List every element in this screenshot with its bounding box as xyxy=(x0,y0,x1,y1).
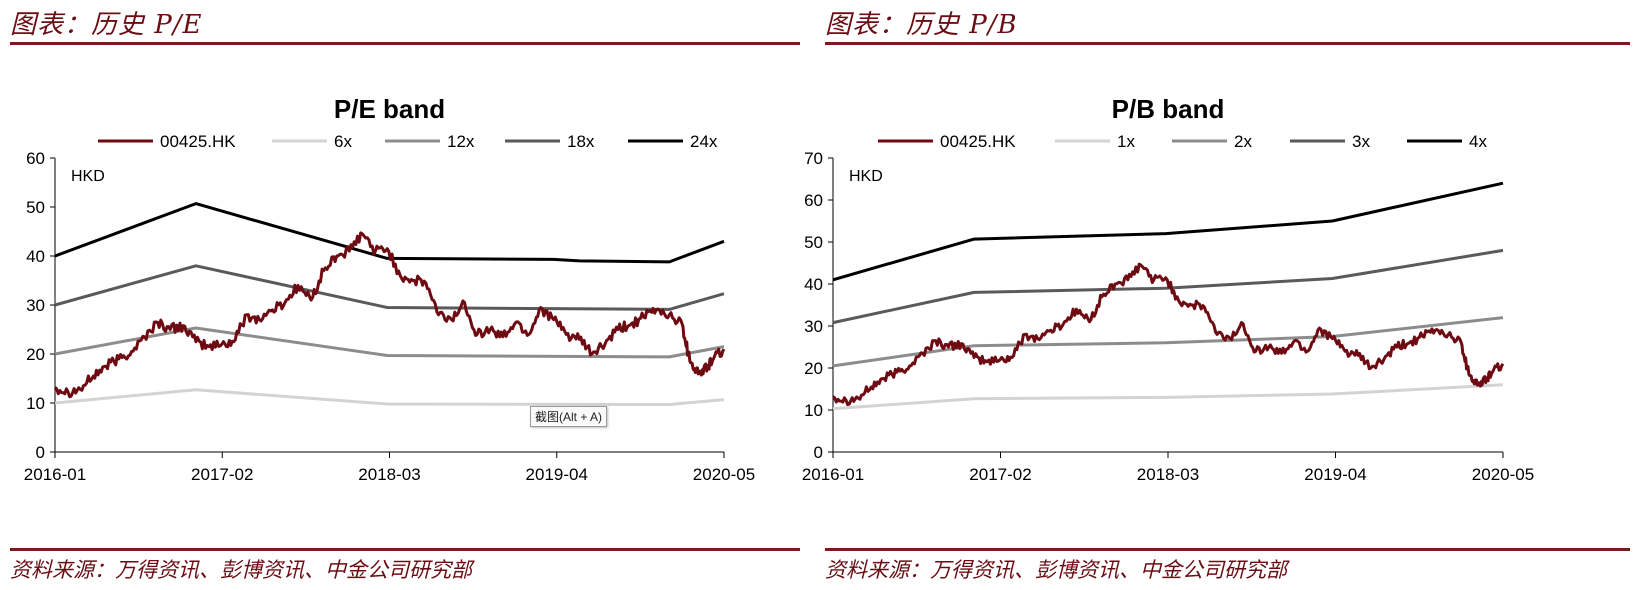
footer-rule xyxy=(825,548,1630,551)
x-tick-label: 2019-04 xyxy=(526,465,588,484)
band-line-6x xyxy=(54,388,725,406)
legend-item: 4x xyxy=(1407,132,1487,151)
x-tick-label: 2017-02 xyxy=(969,465,1031,484)
x-tick-label: 2016-01 xyxy=(24,465,86,484)
chart-title: P/B band xyxy=(1112,94,1225,124)
y-tick-label: 0 xyxy=(814,443,823,462)
y-tick-label: 70 xyxy=(804,149,823,168)
legend-label: 4x xyxy=(1469,132,1487,151)
unit-label: HKD xyxy=(849,168,883,185)
x-tick-label: 2017-02 xyxy=(191,465,253,484)
band-line-1x xyxy=(832,383,1504,411)
band-line-18x xyxy=(54,264,725,311)
legend-item: 6x xyxy=(272,132,352,151)
legend-label: 6x xyxy=(334,132,352,151)
legend-label: 24x xyxy=(690,132,718,151)
pb-band-chart: P/B band 00425.HK 1x 2x 3x 4x 0 10 20 30 40 50 60 70 2… xyxy=(802,94,1534,484)
legend-item: 24x xyxy=(628,132,718,151)
pb-panel: 图表：历史 P/B P/B band 00425.HK 1x 2x 3x 4x 0 10 20 3… xyxy=(802,0,1634,590)
y-tick-label: 50 xyxy=(26,198,45,217)
pb-header-title: 图表：历史 P/B xyxy=(825,10,1018,40)
pe-source-note: 资料来源：万得资讯、彭博资讯、中金公司研究部 xyxy=(10,558,472,582)
band-line-2x xyxy=(832,316,1504,368)
legend-item: 2x xyxy=(1172,132,1252,151)
band-line-3x xyxy=(832,248,1504,325)
x-tick-label: 2020-05 xyxy=(693,465,755,484)
legend-item: 00425.HK xyxy=(98,132,236,151)
pe-band-chart: P/E band 00425.HK 6x 12x 18x 24x 0 10 20 30 40 50 60… xyxy=(24,94,755,484)
legend-label: 3x xyxy=(1352,132,1370,151)
x-tick-label: 2018-03 xyxy=(358,465,420,484)
y-tick-label: 10 xyxy=(26,394,45,413)
y-tick-label: 30 xyxy=(26,296,45,315)
price-line-00425.HK xyxy=(832,262,1505,407)
x-tick-label: 2016-01 xyxy=(802,465,864,484)
price-line-00425.HK xyxy=(53,231,726,399)
pe-header-title: 图表：历史 P/E xyxy=(10,10,203,40)
x-tick-label: 2019-04 xyxy=(1304,465,1366,484)
legend-item: 3x xyxy=(1290,132,1370,151)
legend-label: 1x xyxy=(1117,132,1135,151)
y-tick-label: 40 xyxy=(804,275,823,294)
band-line-4x xyxy=(832,181,1504,282)
legend-item: 18x xyxy=(505,132,595,151)
header-rule xyxy=(10,42,800,45)
y-tick-label: 60 xyxy=(26,149,45,168)
band-line-24x xyxy=(54,202,725,264)
y-tick-label: 20 xyxy=(26,345,45,364)
legend-item: 00425.HK xyxy=(878,132,1016,151)
pe-panel: 图表：历史 P/E P/E band 00425.HK 6x 12x 18x 24x 0 10… xyxy=(0,0,800,590)
y-tick-label: 40 xyxy=(26,247,45,266)
unit-label: HKD xyxy=(71,168,105,185)
y-tick-label: 50 xyxy=(804,233,823,252)
legend-label: 2x xyxy=(1234,132,1252,151)
y-tick-label: 30 xyxy=(804,317,823,336)
header-rule xyxy=(825,42,1630,45)
legend-label: 18x xyxy=(567,132,595,151)
screenshot-tooltip: 截图(Alt + A) xyxy=(530,406,608,427)
legend-label: 00425.HK xyxy=(160,132,236,151)
legend-item: 12x xyxy=(385,132,475,151)
legend-label: 00425.HK xyxy=(940,132,1016,151)
x-tick-label: 2018-03 xyxy=(1137,465,1199,484)
pb-source-note: 资料来源：万得资讯、彭博资讯、中金公司研究部 xyxy=(825,558,1287,582)
legend-label: 12x xyxy=(447,132,475,151)
footer-rule xyxy=(10,548,800,551)
y-tick-label: 60 xyxy=(804,191,823,210)
y-tick-label: 20 xyxy=(804,359,823,378)
y-tick-label: 10 xyxy=(804,401,823,420)
legend-item: 1x xyxy=(1055,132,1135,151)
x-tick-label: 2020-05 xyxy=(1472,465,1534,484)
chart-title: P/E band xyxy=(334,94,445,124)
y-tick-label: 0 xyxy=(36,443,45,462)
